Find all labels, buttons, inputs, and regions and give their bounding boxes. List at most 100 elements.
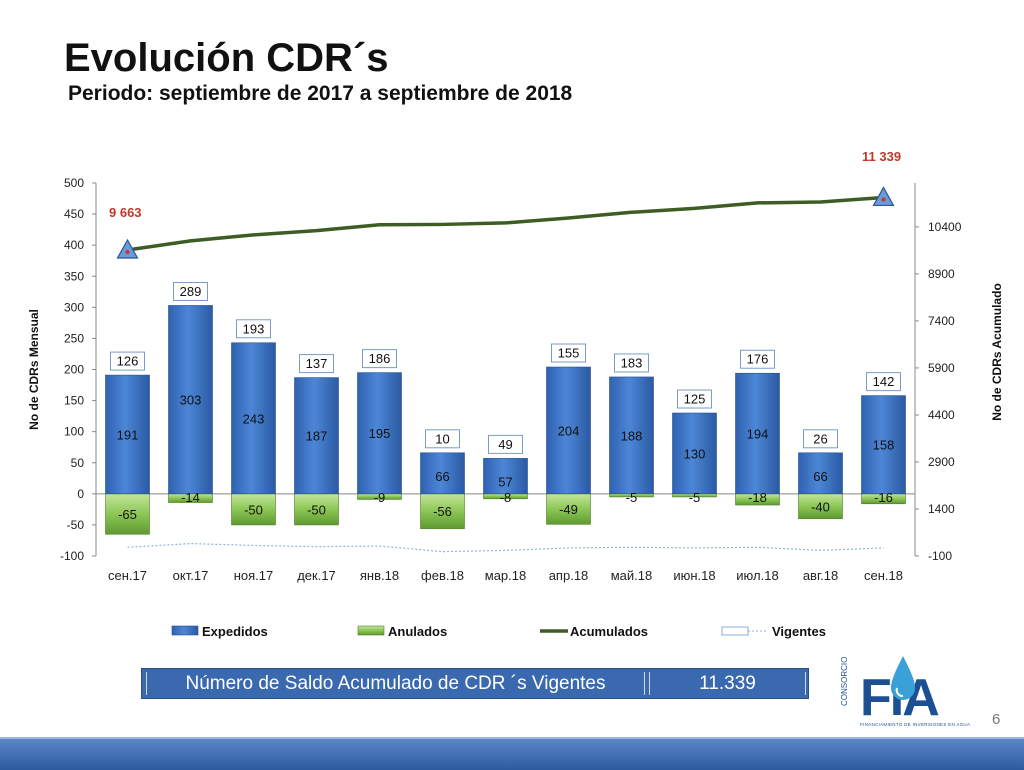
x-tick-label: май.18 xyxy=(611,568,653,583)
x-tick-label: апр.18 xyxy=(549,568,589,583)
box-label-bg xyxy=(236,319,271,339)
value-label-expedidos: 158 xyxy=(873,438,895,453)
legend-label: Anulados xyxy=(388,624,447,639)
y2-tick-label: 2900 xyxy=(928,455,955,469)
legend-label: Vigentes xyxy=(772,624,826,639)
footer-bar xyxy=(0,737,1024,770)
bar-expedidos xyxy=(546,366,591,495)
company-logo: CONSORCIO FIA FINANCIAMIENTO DE INVERSIO… xyxy=(838,650,971,730)
x-tick-label: сен.18 xyxy=(864,568,903,583)
box-label: 183 xyxy=(621,355,643,370)
x-tick-label: ноя.17 xyxy=(234,568,274,583)
y-tick-label: 250 xyxy=(64,331,84,345)
value-label-expedidos: 195 xyxy=(369,426,391,441)
y2-tick-label: 10400 xyxy=(928,220,962,234)
value-label-expedidos: 303 xyxy=(180,393,202,408)
box-label-bg xyxy=(803,429,838,449)
box-label: 26 xyxy=(813,431,827,446)
y-tick-label: -100 xyxy=(60,549,84,563)
box-label: 176 xyxy=(747,352,769,367)
value-label-anulados: -49 xyxy=(559,502,578,517)
y-tick-label: 400 xyxy=(64,238,84,252)
value-label-expedidos: 66 xyxy=(813,469,827,484)
value-label-anulados: -14 xyxy=(181,490,200,505)
value-label-expedidos: 188 xyxy=(621,428,643,443)
box-label-bg xyxy=(488,434,523,454)
box-label-bg xyxy=(110,351,145,371)
value-label-anulados: -16 xyxy=(874,490,893,505)
y-tick-label: -50 xyxy=(67,518,85,532)
legend-swatch-anulados xyxy=(357,625,385,636)
annotation-start: 9 663 xyxy=(109,205,142,220)
y-tick-label: 200 xyxy=(64,363,84,377)
bar-expedidos xyxy=(294,377,339,495)
x-tick-label: янв.18 xyxy=(360,568,399,583)
value-label-anulados: -5 xyxy=(626,490,638,505)
legend-swatch-expedidos xyxy=(171,625,199,636)
box-label-bg xyxy=(677,389,712,409)
x-tick-label: дек.17 xyxy=(297,568,336,583)
value-label-anulados: -8 xyxy=(500,490,512,505)
y-axis-title: No de CDRs Mensual xyxy=(27,309,41,430)
value-label-anulados: -56 xyxy=(433,504,452,519)
box-label-bg xyxy=(614,353,649,373)
logo-side-text: CONSORCIO xyxy=(840,657,849,706)
y-tick-label: 50 xyxy=(71,456,85,470)
annotation-end: 11 339 xyxy=(862,149,901,164)
box-label: 155 xyxy=(558,346,580,361)
y-tick-label: 450 xyxy=(64,207,84,221)
bar-expedidos xyxy=(105,374,150,495)
value-label-expedidos: 130 xyxy=(684,446,706,461)
logo-tagline: FINANCIAMIENTO DE INVERSIONES EN AGUA xyxy=(860,722,971,727)
bar-anulados xyxy=(420,493,465,529)
slide-title: Evolución CDR´s xyxy=(64,36,389,80)
summary-label: Número de Saldo Acumulado de CDR ´s Vige… xyxy=(146,672,645,695)
y-tick-label: 100 xyxy=(64,425,84,439)
value-label-anulados: -9 xyxy=(374,490,386,505)
y-tick-label: 350 xyxy=(64,269,84,283)
bar-expedidos xyxy=(861,395,906,495)
box-label-bg xyxy=(866,372,901,392)
x-tick-label: окт.17 xyxy=(173,568,209,583)
box-label-bg xyxy=(362,349,397,369)
y2-tick-label: 7400 xyxy=(928,314,955,328)
value-label-anulados: -50 xyxy=(244,502,263,517)
value-label-anulados: -40 xyxy=(811,499,830,514)
summary-value: 11.339 xyxy=(649,672,806,695)
y2-tick-label: 8900 xyxy=(928,267,955,281)
bar-expedidos xyxy=(483,458,528,495)
box-label: 49 xyxy=(498,437,512,452)
bar-expedidos xyxy=(735,372,780,495)
box-label: 186 xyxy=(369,351,391,366)
y-tick-label: 300 xyxy=(64,300,84,314)
bar-expedidos xyxy=(420,452,465,495)
box-label: 125 xyxy=(684,392,706,407)
x-tick-label: июн.18 xyxy=(673,568,715,583)
x-tick-label: сен.17 xyxy=(108,568,147,583)
legend-label: Acumulados xyxy=(570,624,648,639)
box-label-bg xyxy=(299,354,334,374)
box-label: 193 xyxy=(243,321,265,336)
page-number: 6 xyxy=(992,711,1001,728)
y2-tick-label: -100 xyxy=(928,549,952,563)
box-label: 126 xyxy=(117,354,139,369)
bar-anulados xyxy=(105,493,150,535)
line-vigentes xyxy=(127,542,884,553)
svg-text:CONSORCIO: CONSORCIO xyxy=(840,657,849,706)
value-label-expedidos: 204 xyxy=(558,423,580,438)
box-label-bg xyxy=(173,281,208,301)
slide-subtitle: Periodo: septiembre de 2017 a septiembre… xyxy=(68,82,573,105)
x-tick-label: фев.18 xyxy=(421,568,464,583)
value-label-expedidos: 187 xyxy=(306,429,328,444)
water-drop-icon xyxy=(891,656,915,700)
y2-tick-label: 4400 xyxy=(928,408,955,422)
bar-expedidos xyxy=(357,372,402,495)
value-label-anulados: -5 xyxy=(689,490,701,505)
legend-swatch-vigentes xyxy=(721,626,749,636)
acumulados-marker xyxy=(116,238,139,259)
bar-anulados xyxy=(294,493,339,526)
y2-tick-label: 1400 xyxy=(928,502,955,516)
y-tick-label: 0 xyxy=(77,487,84,501)
bar-anulados xyxy=(546,493,591,525)
x-tick-label: июл.18 xyxy=(736,568,778,583)
